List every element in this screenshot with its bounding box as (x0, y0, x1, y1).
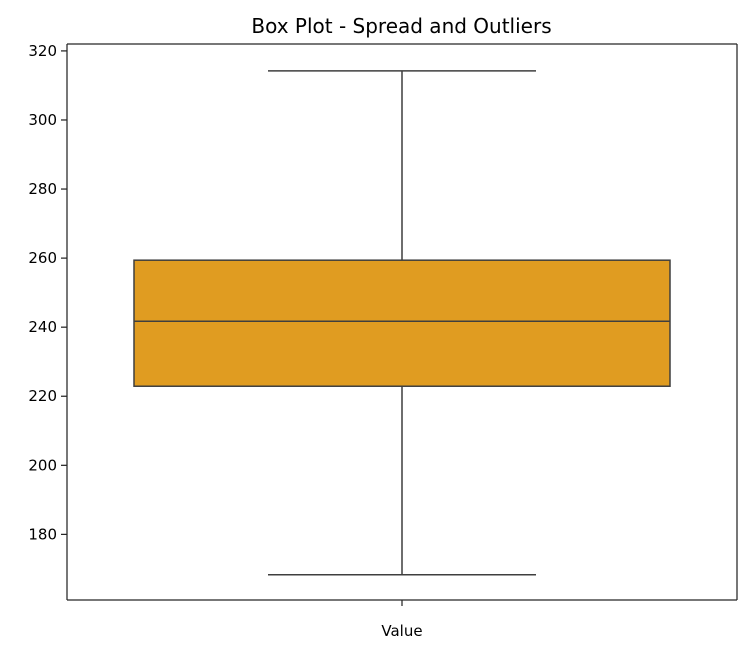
y-tick-label: 280 (28, 180, 57, 198)
iqr-box (133, 259, 671, 387)
y-tick-label: 200 (28, 456, 57, 474)
chart-title: Box Plot - Spread and Outliers (251, 14, 551, 38)
y-tick-label: 180 (28, 525, 57, 543)
y-tick-label: 240 (28, 318, 57, 336)
x-tick-label: Value (381, 622, 422, 640)
boxes-layer (133, 70, 671, 576)
y-tick-label: 320 (28, 42, 57, 60)
y-tick-label: 220 (28, 387, 57, 405)
axes-layer: 180 200 220 240 260 280 300 320 Value (28, 42, 738, 640)
y-tick-label: 260 (28, 249, 57, 267)
box-group (133, 70, 671, 576)
y-tick-label: 300 (28, 111, 57, 129)
